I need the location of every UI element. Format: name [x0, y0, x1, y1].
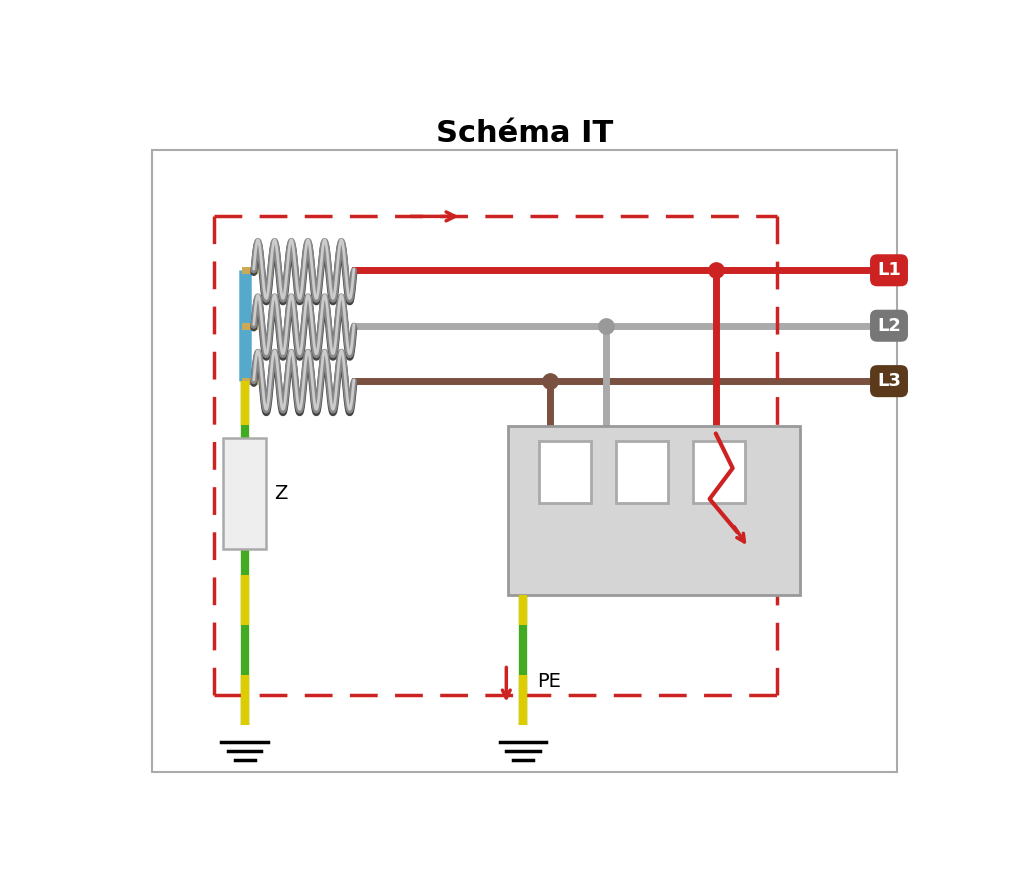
Text: PE: PE	[538, 672, 561, 691]
Bar	[539, 442, 591, 503]
Bar	[692, 442, 745, 503]
Text: L3: L3	[878, 372, 901, 390]
Text: Schéma IT: Schéma IT	[436, 119, 613, 148]
Bar	[615, 442, 668, 503]
Text: L2: L2	[878, 317, 901, 334]
Text: Z: Z	[273, 484, 287, 503]
Bar	[223, 438, 266, 549]
Text: L1: L1	[878, 261, 901, 279]
Bar	[508, 425, 801, 595]
